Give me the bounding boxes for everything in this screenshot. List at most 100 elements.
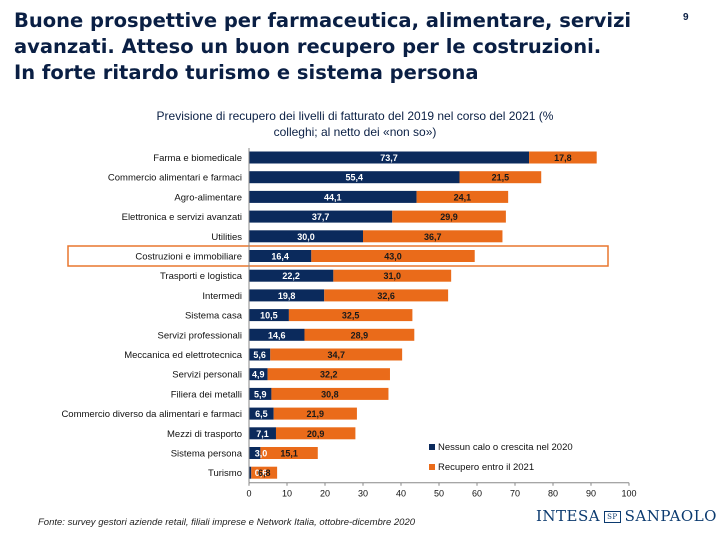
bar-segment-recovery-2021 [333,269,452,282]
data-label-recovery-2021: 32,5 [342,311,360,321]
bar-segment-recovery-2021 [260,447,318,459]
slide-title-line: avanzati. Atteso un buon recupero per le… [14,35,602,58]
category-label: Meccanica ed elettrotecnica [124,350,242,361]
bar-segment-recovery-2021 [267,368,390,381]
data-label-recovery-2021: 32,6 [377,291,395,301]
data-label-no-decline: 5,6 [253,350,266,360]
bar-segment-recovery-2021 [251,466,278,479]
data-label-no-decline: 10,5 [260,311,278,321]
chart-subtitle-line: colleghi; al netto dei «non so») [273,125,437,139]
data-label-recovery-2021: 36,7 [424,232,442,242]
data-label-no-decline: 14,6 [268,330,286,340]
data-label-recovery-2021: 30,8 [321,389,339,399]
category-label: Commercio alimentari e farmaci [108,173,242,184]
data-label-no-decline: 3,0 [255,449,268,459]
x-tick-label: 80 [548,489,558,499]
x-tick-label: 100 [621,489,636,499]
bar-segment-no-decline [249,368,268,381]
bar-segment-recovery-2021 [311,250,475,262]
legend-swatch [429,464,435,470]
bar-segment-no-decline [249,190,417,203]
bar-segment-no-decline [249,171,460,184]
bar-segment-no-decline [249,427,276,440]
page-number: 9 [683,12,689,23]
legend-label: Nessun calo o crescita nel 2020 [438,442,573,453]
data-label-no-decline: 16,4 [271,252,289,262]
bar-segment-no-decline [249,466,252,479]
x-tick-label: 60 [472,489,482,499]
category-label: Utilities [211,232,242,243]
category-label: Filiera dei metalli [171,389,242,400]
data-label-recovery-2021: 15,1 [280,449,298,459]
category-label: Mezzi di trasporto [167,429,242,440]
slide-title-line: In forte ritardo turismo e sistema perso… [14,61,479,84]
legend-label: Recupero entro il 2021 [438,462,534,473]
company-logo: INTESA SP SANPAOLO [536,507,717,525]
bar-segment-recovery-2021 [529,151,597,164]
slide-title-line: Buone prospettive per farmaceutica, alim… [14,9,632,32]
bar-segment-recovery-2021 [416,190,509,203]
bar-segment-recovery-2021 [324,289,449,302]
bar-segment-no-decline [249,151,530,164]
bar-segment-no-decline [249,407,274,420]
bar-segment-no-decline [249,250,312,262]
slide-title: Buone prospettive per farmaceutica, alim… [14,8,694,86]
category-label: Sistema casa [185,311,243,322]
chart-subtitle-line: Previsione di recupero dei livelli di fa… [156,109,554,123]
x-tick-label: 10 [282,489,292,499]
bar-segment-recovery-2021 [273,407,357,420]
data-label-recovery-2021: 6,8 [258,468,271,478]
data-label-no-decline: 5,9 [254,389,267,399]
logo-text-right: SANPAOLO [624,507,717,525]
category-label: Commercio diverso da alimentari e farmac… [61,409,242,420]
x-tick-label: 70 [510,489,520,499]
category-label: Turismo [208,468,242,479]
data-label-recovery-2021: 32,2 [320,370,338,380]
data-label-no-decline: 73,7 [380,153,398,163]
bar-segment-recovery-2021 [275,427,356,440]
data-label-recovery-2021: 29,9 [440,212,458,222]
bar-segment-no-decline [249,289,325,302]
bar-segment-recovery-2021 [459,171,542,184]
data-label-no-decline: 19,8 [278,291,296,301]
x-tick-label: 50 [434,489,444,499]
data-label-no-decline: 7,1 [256,429,269,439]
legend-swatch [429,444,435,450]
bar-segment-no-decline [249,348,271,361]
bar-segment-no-decline [249,387,272,400]
category-label: Costruzioni e immobiliare [135,252,242,263]
data-label-recovery-2021: 28,9 [351,330,369,340]
x-tick-label: 90 [586,489,596,499]
data-label-no-decline: 4,9 [252,370,265,380]
data-label-recovery-2021: 17,8 [554,153,572,163]
data-label-no-decline: 44,1 [324,192,342,202]
data-label-recovery-2021: 43,0 [384,252,402,262]
x-tick-label: 20 [320,489,330,499]
bar-segment-recovery-2021 [304,328,415,341]
category-label: Elettronica e servizi avanzati [122,212,242,223]
bar-segment-no-decline [249,230,363,243]
source-note: Fonte: survey gestori aziende retail, fi… [38,517,416,528]
data-label-recovery-2021: 24,1 [454,192,472,202]
logo-mark: SP [604,511,621,523]
data-label-recovery-2021: 34,7 [327,350,345,360]
data-label-recovery-2021: 21,5 [492,173,510,183]
data-label-recovery-2021: 20,9 [307,429,325,439]
data-label-no-decline: 22,2 [282,271,300,281]
x-tick-label: 0 [246,489,251,499]
bar-segment-no-decline [249,269,334,282]
category-label: Trasporti e logistica [160,271,243,282]
data-label-recovery-2021: 21,9 [307,409,325,419]
x-tick-label: 40 [396,489,406,499]
bar-segment-recovery-2021 [270,348,403,361]
category-label: Servizi personali [172,370,242,381]
bar-segment-no-decline [249,328,305,341]
bar-segment-no-decline [249,210,393,223]
data-label-no-decline: 30,0 [297,232,315,242]
category-label: Farma e biomedicale [153,153,242,164]
bar-segment-recovery-2021 [271,387,389,400]
data-label-recovery-2021: 31,0 [383,271,401,281]
category-label: Sistema persona [171,449,243,460]
bar-segment-recovery-2021 [288,309,413,322]
